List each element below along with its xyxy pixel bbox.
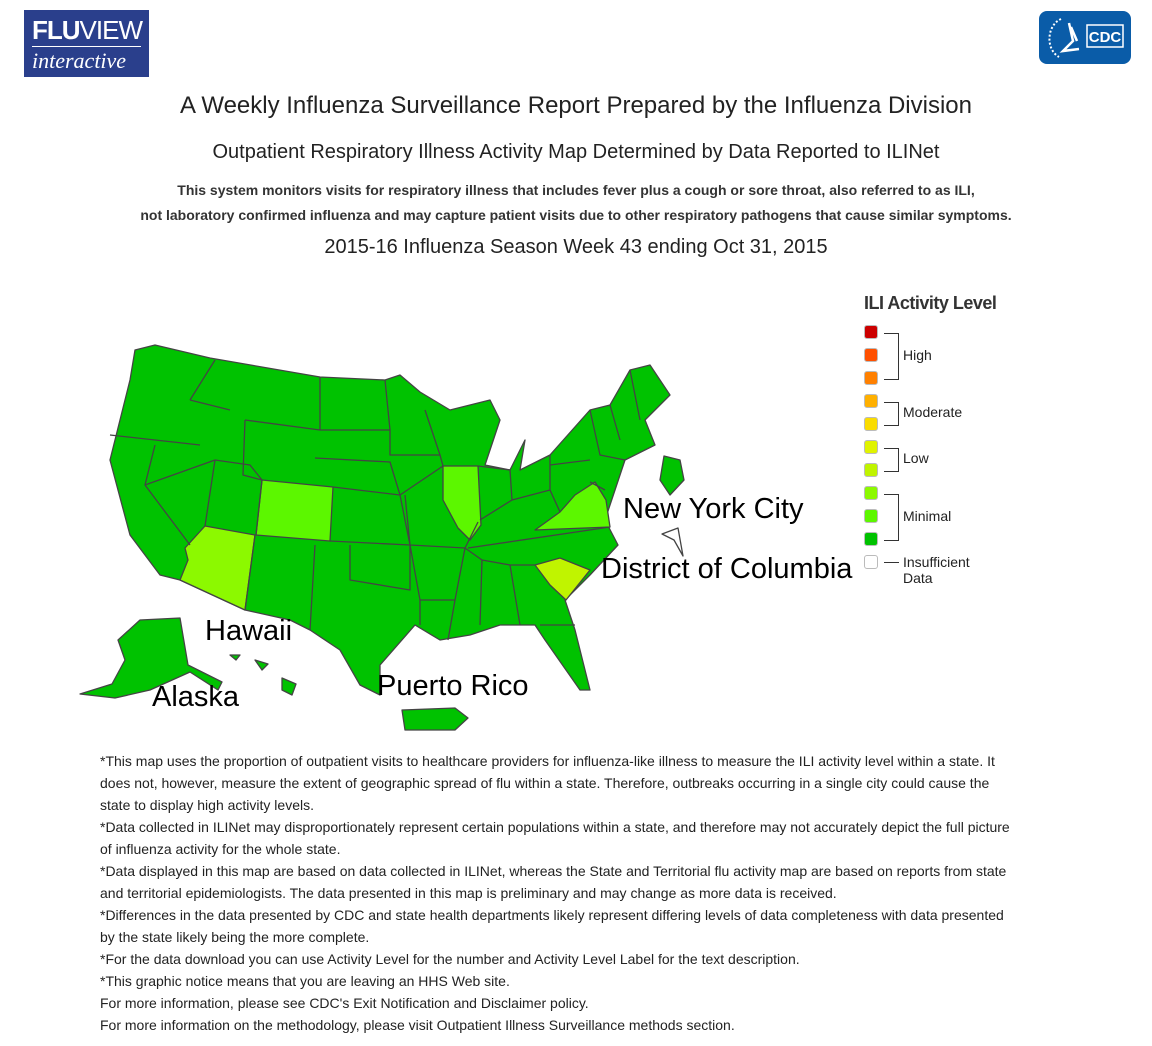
logo-text: VIEW [79,15,143,45]
label-hawaii: Hawaii [205,615,292,647]
label-nyc: New York City [623,493,804,525]
alaska[interactable] [79,617,223,699]
logo-text: FLU [32,15,81,45]
hawaii[interactable] [229,654,297,696]
state-minimal[interactable] [109,344,671,696]
footnote: *Differences in the data presented by CD… [100,907,1004,945]
season-title: 2015-16 Influenza Season Week 43 ending … [324,236,828,258]
state-borders [109,359,641,641]
fluview-logo[interactable]: FLUVIEW interactive [24,10,149,77]
state-colorado[interactable] [255,479,334,542]
new-york-city[interactable] [659,455,685,496]
label-alaska: Alaska [152,681,240,713]
description: This system monitors visits for respirat… [177,182,975,198]
legend-swatch [864,440,878,454]
label-puerto-rico: Puerto Rico [377,670,529,702]
legend-swatch [864,394,878,408]
legend-swatch [864,555,878,569]
footnote: *Data collected in ILINet may disproport… [100,819,1010,857]
footnote: For more information, please see CDC's E… [100,995,589,1011]
legend-moderate: Moderate [903,404,963,420]
legend-high: High [903,347,932,363]
legend: ILI Activity Level High Moderate Low Min… [864,293,997,586]
legend-swatch [864,509,878,523]
logo-text: interactive [32,48,127,73]
footnotes: *This map uses the proportion of outpati… [100,750,1010,1036]
legend-insufficient: Insufficient Data [903,554,970,586]
legend-swatch [864,463,878,477]
state-south-carolina[interactable] [534,557,591,601]
footnote: For more information on the methodology,… [100,1017,735,1033]
district-of-columbia[interactable] [661,527,684,557]
legend-swatch [864,348,878,362]
cdc-logo[interactable]: CDC [1039,11,1131,64]
footnote: *This graphic notice means that you are … [100,973,510,989]
legend-swatch [864,486,878,500]
footnote: *This map uses the proportion of outpati… [100,753,995,813]
legend-title: ILI Activity Level [864,293,997,313]
legend-swatch [864,532,878,546]
footnote: *For the data download you can use Activ… [100,951,800,967]
map-title: Outpatient Respiratory Illness Activity … [212,141,940,163]
legend-swatch [864,417,878,431]
hhs-eagle-icon: CDC [1048,18,1124,58]
footnote: *Data displayed in this map are based on… [100,863,1007,901]
page-title: A Weekly Influenza Surveillance Report P… [180,92,972,119]
label-dc: District of Columbia [601,553,853,585]
legend-minimal: Minimal [903,508,952,524]
legend-swatch [864,371,878,385]
legend-swatch [864,325,878,339]
puerto-rico[interactable] [401,707,469,731]
description: not laboratory confirmed influenza and m… [140,207,1012,223]
legend-low: Low [903,450,929,466]
svg-text:CDC: CDC [1089,29,1122,46]
